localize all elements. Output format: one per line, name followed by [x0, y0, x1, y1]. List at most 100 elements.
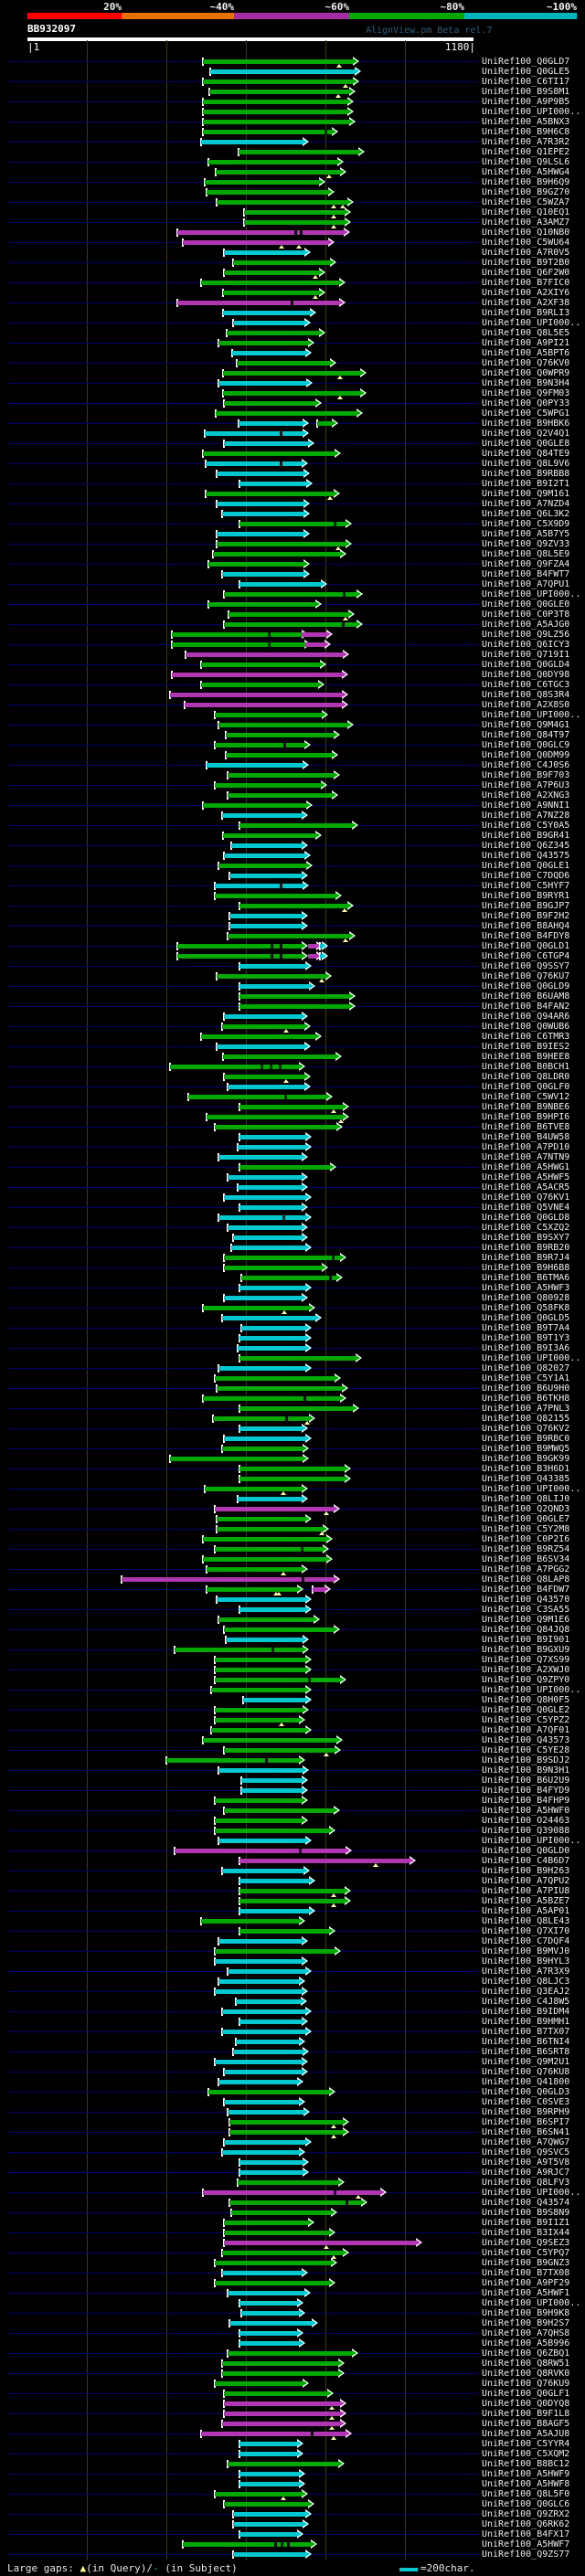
hit-label[interactable]: UniRef100_Q0GLD9 [482, 981, 570, 991]
hit-label[interactable]: UniRef100_Q76KV2 [482, 1424, 570, 1434]
hit-label[interactable]: UniRef100_A5HWF9 [482, 2469, 570, 2479]
hit-label[interactable]: UniRef100_A9P9B5 [482, 97, 570, 107]
hit-label[interactable]: UniRef100_A7PNL3 [482, 1404, 570, 1414]
hit-label[interactable]: UniRef100_A5B996 [482, 2338, 570, 2348]
hit-label[interactable]: UniRef100_B6TNI4 [482, 2037, 570, 2047]
hit-label[interactable]: UniRef100_B9HBK6 [482, 419, 570, 429]
hit-label[interactable]: UniRef100_Q9SVC5 [482, 2147, 570, 2157]
hit-label[interactable]: UniRef100_O24463 [482, 1816, 570, 1826]
hit-label[interactable]: UniRef100_Q43385 [482, 1474, 570, 1484]
hit-label[interactable]: UniRef100_Q84T97 [482, 730, 570, 740]
hit-label[interactable]: UniRef100_Q82027 [482, 1363, 570, 1373]
hit-label[interactable]: UniRef100_Q8H0F5 [482, 1695, 570, 1705]
hit-label[interactable]: UniRef100_C7DQF4 [482, 1936, 570, 1946]
hit-label[interactable]: UniRef100_A5AP01 [482, 1906, 570, 1916]
hit-label[interactable]: UniRef100_A5HWF3 [482, 1283, 570, 1293]
hit-label[interactable]: UniRef100_Q84TE9 [482, 449, 570, 459]
hit-label[interactable]: UniRef100_B8BC12 [482, 2459, 570, 2469]
hit-label[interactable]: UniRef100_A7QWG7 [482, 2137, 570, 2147]
hit-label[interactable]: UniRef100_C6TGC3 [482, 680, 570, 690]
hit-label[interactable]: UniRef100_Q9ZS77 [482, 2549, 570, 2560]
hit-label[interactable]: UniRef100_A9RJC7 [482, 2168, 570, 2178]
hit-label[interactable]: UniRef100_B9RPH9 [482, 2107, 570, 2117]
hit-label[interactable]: UniRef100_Q0GLE0 [482, 599, 570, 610]
hit-label[interactable]: UniRef100_C5Y1A1 [482, 1373, 570, 1383]
hit-label[interactable]: UniRef100_Q76KV0 [482, 358, 570, 368]
hit-label[interactable]: UniRef100_B9GNZ3 [482, 2258, 570, 2268]
hit-label[interactable]: UniRef100_Q80928 [482, 1293, 570, 1303]
hit-label[interactable]: UniRef100_Q0GLD8 [482, 1213, 570, 1223]
hit-label[interactable]: UniRef100_A5HWF5 [482, 1172, 570, 1182]
hit-label[interactable]: UniRef100_A5HWF8 [482, 2479, 570, 2489]
hit-label[interactable]: UniRef100_B4UW58 [482, 1132, 570, 1142]
hit-label[interactable]: UniRef100_Q58FK8 [482, 1303, 570, 1313]
hit-label[interactable]: UniRef100_A7R3R2 [482, 137, 570, 147]
hit-label[interactable]: UniRef100_Q43573 [482, 1735, 570, 1745]
hit-label[interactable]: UniRef100_C5WZA7 [482, 197, 570, 207]
hit-label[interactable]: UniRef100_B9R7J4 [482, 1253, 570, 1263]
hit-label[interactable]: UniRef100_Q0GLD4 [482, 660, 570, 670]
hit-label[interactable]: UniRef100_Q0GLD7 [482, 57, 570, 67]
hit-label[interactable]: UniRef100_B9I1Z1 [482, 2218, 570, 2228]
hit-label[interactable]: UniRef100_A7NZ28 [482, 811, 570, 821]
hit-label[interactable]: UniRef100_A7QF01 [482, 1725, 570, 1735]
hit-label[interactable]: UniRef100_UPI000.. [482, 2298, 581, 2308]
hit-label[interactable]: UniRef100_A7R3X9 [482, 1966, 570, 1977]
hit-label[interactable]: UniRef100_Q84JQ8 [482, 1625, 570, 1635]
hit-label[interactable]: UniRef100_Q10EQ1 [482, 207, 570, 217]
hit-label[interactable]: UniRef100_UPI000.. [482, 710, 581, 720]
hit-label[interactable]: UniRef100_Q2QND3 [482, 1504, 570, 1514]
hit-label[interactable]: UniRef100_Q6L3K2 [482, 509, 570, 519]
hit-label[interactable]: UniRef100_B9GR41 [482, 831, 570, 841]
hit-label[interactable]: UniRef100_B9H6C8 [482, 127, 570, 137]
hit-label[interactable]: UniRef100_A2XF38 [482, 298, 570, 308]
hit-label[interactable]: UniRef100_Q6Z345 [482, 841, 570, 851]
hit-label[interactable]: UniRef100_B9RZ54 [482, 1544, 570, 1554]
hit-label[interactable]: UniRef100_Q9M161 [482, 489, 570, 499]
hit-label[interactable]: UniRef100_Q39088 [482, 1826, 570, 1836]
hit-label[interactable]: UniRef100_C4J8W5 [482, 1997, 570, 2007]
hit-label[interactable]: UniRef100_A9T5V8 [482, 2157, 570, 2168]
hit-label[interactable]: UniRef100_Q76KU7 [482, 971, 570, 981]
hit-label[interactable]: UniRef100_Q1EPE2 [482, 147, 570, 157]
hit-label[interactable]: UniRef100_Q0GLE5 [482, 67, 570, 77]
hit-label[interactable]: UniRef100_C6TMR3 [482, 1032, 570, 1042]
hit-label[interactable]: UniRef100_Q41800 [482, 2077, 570, 2087]
hit-label[interactable]: UniRef100_B9RB20 [482, 1243, 570, 1253]
hit-label[interactable]: UniRef100_C5WV12 [482, 1092, 570, 1102]
hit-label[interactable]: UniRef100_UPI000.. [482, 107, 581, 117]
hit-label[interactable]: UniRef100_B9SDJ2 [482, 1755, 570, 1765]
hit-label[interactable]: UniRef100_Q76KU9 [482, 2379, 570, 2389]
hit-label[interactable]: UniRef100_Q9LZ56 [482, 630, 570, 640]
hit-label[interactable]: UniRef100_B6U9H0 [482, 1383, 570, 1394]
hit-label[interactable]: UniRef100_C5WU64 [482, 238, 570, 248]
hit-label[interactable]: UniRef100_Q8LDR0 [482, 1072, 570, 1082]
hit-label[interactable]: UniRef100_A2XWJ0 [482, 1665, 570, 1675]
hit-label[interactable]: UniRef100_Q8S3R4 [482, 690, 570, 700]
hit-label[interactable]: UniRef100_Q76KU8 [482, 2067, 570, 2077]
hit-label[interactable]: UniRef100_C5YYR4 [482, 2439, 570, 2449]
hit-label[interactable]: UniRef100_B6U2U9 [482, 1776, 570, 1786]
hit-label[interactable]: UniRef100_A9PF29 [482, 2278, 570, 2288]
hit-label[interactable]: UniRef100_C7DQD6 [482, 871, 570, 881]
hit-label[interactable]: UniRef100_Q10NB0 [482, 228, 570, 238]
hit-label[interactable]: UniRef100_B9N3H4 [482, 378, 570, 388]
hit-label[interactable]: UniRef100_Q7XI70 [482, 1926, 570, 1936]
hit-label[interactable]: UniRef100_C5XQM2 [482, 2449, 570, 2459]
hit-label[interactable]: UniRef100_Q6ZBQ1 [482, 2348, 570, 2359]
hit-label[interactable]: UniRef100_B9H6Q9 [482, 177, 570, 187]
hit-label[interactable]: UniRef100_B6TVE8 [482, 1122, 570, 1132]
hit-label[interactable]: UniRef100_B9GXU9 [482, 1645, 570, 1655]
hit-label[interactable]: UniRef100_UPI000.. [482, 589, 581, 599]
hit-label[interactable]: UniRef100_B9T1Y3 [482, 1333, 570, 1343]
hit-label[interactable]: UniRef100_A5AJU8 [482, 2429, 570, 2439]
hit-label[interactable]: UniRef100_Q8LFV3 [482, 2178, 570, 2188]
hit-label[interactable]: UniRef100_Q0WPR9 [482, 368, 570, 378]
hit-label[interactable]: UniRef100_Q0PY33 [482, 398, 570, 408]
hit-label[interactable]: UniRef100_B9F703 [482, 770, 570, 780]
hit-label[interactable]: UniRef100_Q9SSY7 [482, 961, 570, 971]
hit-label[interactable]: UniRef100_B9RYR1 [482, 891, 570, 901]
hit-label[interactable]: UniRef100_Q0DY98 [482, 670, 570, 680]
hit-label[interactable]: UniRef100_B7TX07 [482, 2027, 570, 2037]
hit-label[interactable]: UniRef100_A2X8S0 [482, 700, 570, 710]
